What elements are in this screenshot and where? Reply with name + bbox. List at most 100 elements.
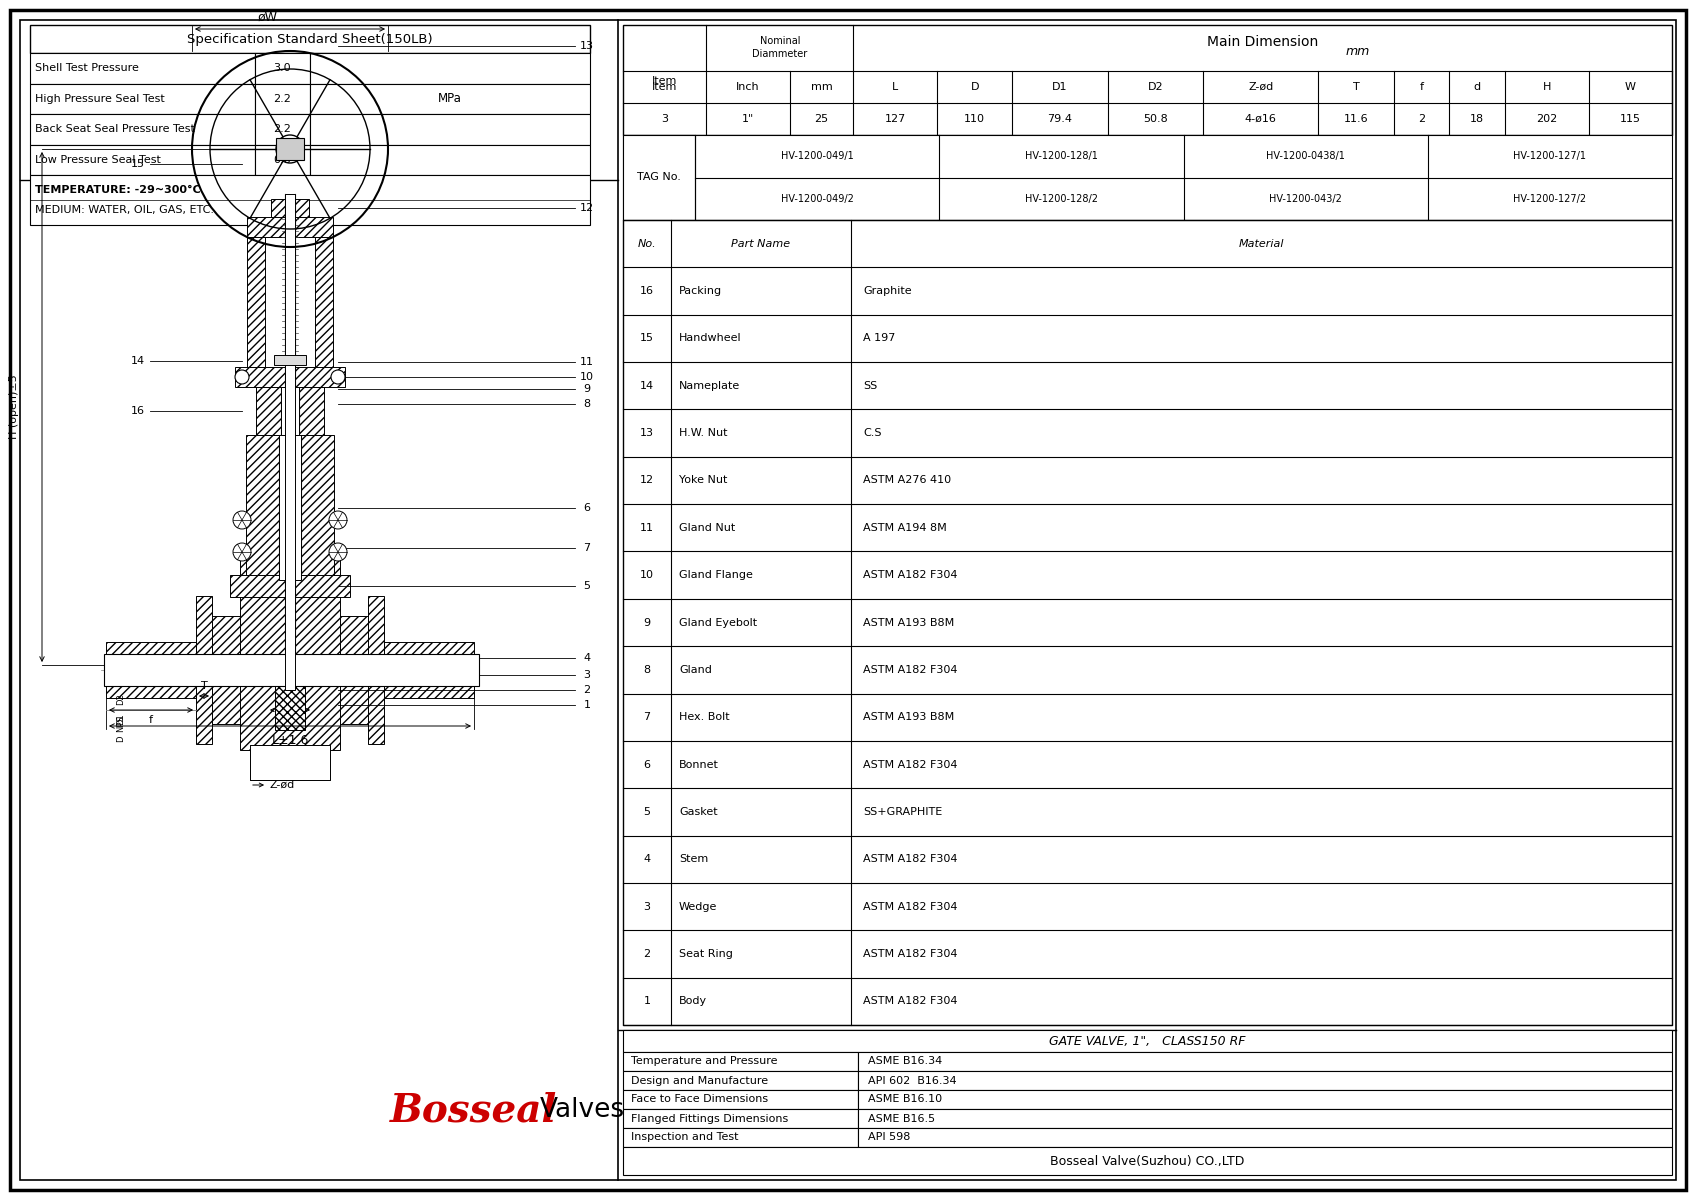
Text: D: D xyxy=(970,82,979,92)
Text: 1: 1 xyxy=(643,996,651,1007)
Circle shape xyxy=(331,370,344,384)
Text: 7: 7 xyxy=(643,713,651,722)
Text: 2.2: 2.2 xyxy=(273,94,292,103)
Text: mm: mm xyxy=(811,82,833,92)
Bar xyxy=(275,355,305,365)
Circle shape xyxy=(329,542,348,560)
Bar xyxy=(310,53,590,84)
Text: mm: mm xyxy=(1345,44,1370,58)
Text: Gland: Gland xyxy=(678,665,712,674)
Text: Valves: Valves xyxy=(539,1097,626,1123)
Text: 25: 25 xyxy=(814,114,829,124)
Text: ASTM A193 B8M: ASTM A193 B8M xyxy=(863,713,955,722)
Text: D1: D1 xyxy=(117,713,126,725)
Bar xyxy=(31,84,254,114)
Text: Temperature and Pressure: Temperature and Pressure xyxy=(631,1056,777,1067)
Text: 202: 202 xyxy=(1537,114,1557,124)
Text: MEDIUM: WATER, OIL, GAS, ETC.: MEDIUM: WATER, OIL, GAS, ETC. xyxy=(36,205,214,215)
Text: Gland Eyebolt: Gland Eyebolt xyxy=(678,618,756,628)
Bar xyxy=(622,220,1672,1025)
Text: T: T xyxy=(1353,82,1360,92)
Text: ASME B16.5: ASME B16.5 xyxy=(868,1114,934,1123)
Text: Seat Ring: Seat Ring xyxy=(678,949,733,959)
Text: ASTM A193 B8M: ASTM A193 B8M xyxy=(863,618,955,628)
Bar xyxy=(310,144,590,175)
Text: Item: Item xyxy=(651,82,677,92)
Text: Yoke Nut: Yoke Nut xyxy=(678,475,728,486)
Bar xyxy=(271,199,309,217)
Text: 2.2: 2.2 xyxy=(273,125,292,134)
Text: SS: SS xyxy=(863,380,877,391)
Text: H (open)±5: H (open)±5 xyxy=(8,374,19,439)
Bar xyxy=(275,680,305,730)
Text: 14: 14 xyxy=(639,380,655,391)
Text: L±1.6: L±1.6 xyxy=(271,733,309,746)
Text: Z-ød: Z-ød xyxy=(1248,82,1274,92)
Bar xyxy=(315,236,332,367)
Text: HV-1200-128/1: HV-1200-128/1 xyxy=(1024,151,1097,161)
Bar xyxy=(858,1128,1672,1147)
Bar xyxy=(197,596,212,744)
Text: TAG No.: TAG No. xyxy=(638,173,680,182)
Circle shape xyxy=(329,511,348,529)
Text: Bosseal Valve(Suzhou) CO.,LTD: Bosseal Valve(Suzhou) CO.,LTD xyxy=(1050,1154,1245,1168)
Circle shape xyxy=(232,542,251,560)
Text: H.W. Nut: H.W. Nut xyxy=(678,428,728,438)
Bar xyxy=(241,550,339,750)
Text: 4-ø16: 4-ø16 xyxy=(1245,114,1277,124)
Text: 18: 18 xyxy=(1470,114,1484,124)
Text: H: H xyxy=(1543,82,1552,92)
Text: HV-1200-043/2: HV-1200-043/2 xyxy=(1269,193,1342,204)
Bar xyxy=(858,1109,1672,1128)
Bar xyxy=(248,217,332,236)
Text: 1": 1" xyxy=(743,114,755,124)
Text: Gasket: Gasket xyxy=(678,806,717,817)
Bar xyxy=(248,236,265,367)
Text: 3: 3 xyxy=(583,670,590,680)
Text: 12: 12 xyxy=(639,475,655,486)
Text: A 197: A 197 xyxy=(863,334,895,343)
Text: 11.6: 11.6 xyxy=(1343,114,1369,124)
Bar xyxy=(31,25,590,53)
Text: TEMPERATURE: -29~300°C: TEMPERATURE: -29~300°C xyxy=(36,185,200,194)
Bar xyxy=(622,1052,858,1070)
Bar xyxy=(256,386,324,434)
Text: Low Pressure Seal Test: Low Pressure Seal Test xyxy=(36,155,161,164)
Bar xyxy=(290,654,478,686)
Text: 13: 13 xyxy=(580,41,594,50)
Bar xyxy=(31,175,590,226)
Text: 0.6: 0.6 xyxy=(273,155,292,164)
Text: HV-1200-128/2: HV-1200-128/2 xyxy=(1024,193,1097,204)
Text: NPS: NPS xyxy=(117,715,126,732)
Text: Shell Test Pressure: Shell Test Pressure xyxy=(36,64,139,73)
Bar xyxy=(31,144,254,175)
Bar xyxy=(254,84,310,114)
Bar xyxy=(310,114,590,144)
Bar xyxy=(31,114,254,144)
Text: Part Name: Part Name xyxy=(731,239,790,248)
Bar xyxy=(622,1090,858,1109)
Text: Back Seat Seal Pressure Test: Back Seat Seal Pressure Test xyxy=(36,125,195,134)
Bar xyxy=(246,434,334,580)
Text: 2: 2 xyxy=(583,685,590,695)
Text: ASTM A194 8M: ASTM A194 8M xyxy=(863,523,946,533)
Bar xyxy=(280,434,300,580)
Text: Handwheel: Handwheel xyxy=(678,334,741,343)
Text: 5: 5 xyxy=(643,806,651,817)
Bar xyxy=(276,138,304,160)
Bar xyxy=(105,642,197,698)
Text: HV-1200-127/2: HV-1200-127/2 xyxy=(1513,193,1586,204)
Text: Specification Standard Sheet(150LB): Specification Standard Sheet(150LB) xyxy=(187,32,432,46)
Text: Hex. Bolt: Hex. Bolt xyxy=(678,713,729,722)
Text: Z-ød: Z-ød xyxy=(270,780,295,790)
Text: Face to Face Dimensions: Face to Face Dimensions xyxy=(631,1094,768,1104)
Bar xyxy=(254,144,310,175)
Text: ASTM A182 F304: ASTM A182 F304 xyxy=(863,996,958,1007)
Text: High Pressure Seal Test: High Pressure Seal Test xyxy=(36,94,165,103)
Text: Item: Item xyxy=(651,76,677,85)
Text: Gland Flange: Gland Flange xyxy=(678,570,753,580)
Bar xyxy=(858,1070,1672,1090)
Text: 10: 10 xyxy=(580,372,594,382)
Text: HV-1200-127/1: HV-1200-127/1 xyxy=(1513,151,1586,161)
Text: Gland Nut: Gland Nut xyxy=(678,523,736,533)
